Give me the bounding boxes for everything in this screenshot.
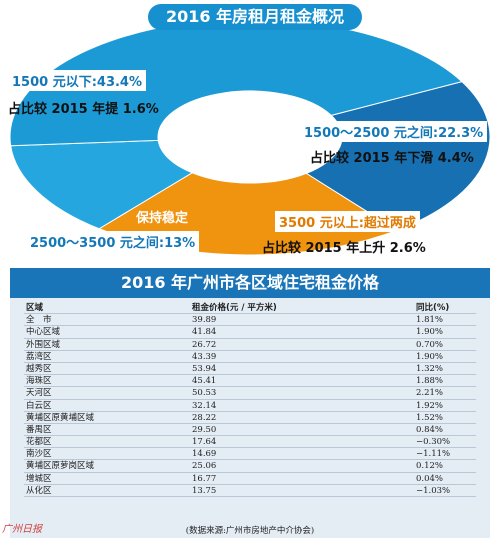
- table-row: 天河区 50.53 2.21%: [10, 387, 490, 400]
- cell-price: 41.84: [192, 327, 217, 338]
- cell-district: 番禺区: [26, 424, 52, 435]
- cell-yoy: 1.52%: [416, 412, 444, 423]
- cell-yoy: 1.88%: [416, 376, 444, 387]
- cell-price: 25.06: [192, 461, 217, 472]
- cell-district: 海珠区: [26, 376, 52, 387]
- table-header-row: 区域 租金价格(元 / 平方米) 同比(%): [10, 302, 490, 315]
- donut-chart: [9, 18, 491, 256]
- cell-price: 32.14: [192, 400, 217, 411]
- cell-price: 14.69: [192, 449, 217, 460]
- cell-district: 从化区: [26, 485, 52, 496]
- table-row: 从化区 13.75 −1.03%: [10, 485, 490, 497]
- cell-yoy: 0.04%: [416, 473, 444, 484]
- newspaper-logo: 广州日报: [2, 524, 42, 535]
- cell-price: 26.72: [192, 339, 217, 350]
- table-row: 南沙区 14.69 −1.11%: [10, 448, 490, 461]
- cell-price: 17.64: [192, 437, 217, 448]
- cell-price: 13.75: [192, 485, 217, 496]
- cell-district: 花都区: [26, 437, 52, 448]
- header-price: 租金价格(元 / 平方米): [192, 303, 277, 313]
- header-yoy: 同比(%): [416, 303, 450, 313]
- donut-slice: [10, 139, 194, 230]
- slice-label-over-3500: 3500 元以上:超过两成: [275, 211, 420, 232]
- table-row: 花都区 17.64 −0.30%: [10, 436, 490, 449]
- slice-note-1500-2500: 占比较 2015 年下滑 4.4%: [310, 151, 474, 166]
- cell-district: 增城区: [26, 473, 52, 484]
- chart-title: 2016 年房租月租金概况: [148, 4, 362, 30]
- cell-yoy: 1.92%: [416, 400, 444, 411]
- slice-note-under-1500: 占比较 2015 年提 1.6%: [8, 102, 159, 117]
- cell-district: 白云区: [26, 400, 52, 411]
- table-row: 海珠区 45.41 1.88%: [10, 375, 490, 388]
- donut-slice: [9, 18, 463, 147]
- cell-yoy: −0.30%: [416, 437, 451, 448]
- cell-yoy: −1.11%: [416, 449, 451, 460]
- table-row: 外围区域 26.72 0.70%: [10, 339, 490, 351]
- cell-district: 越秀区: [26, 363, 52, 374]
- slice-note-2500-3500: 保持稳定: [136, 211, 189, 226]
- slice-note-over-3500: 占比较 2015 年上升 2.6%: [262, 241, 426, 256]
- rent-table: 2016 年广州市各区域住宅租金价格 区域 租金价格(元 / 平方米) 同比(%…: [10, 268, 490, 538]
- cell-yoy: 0.84%: [416, 424, 444, 435]
- cell-yoy: 0.70%: [416, 339, 444, 350]
- cell-price: 16.77: [192, 473, 217, 484]
- cell-price: 43.39: [192, 351, 217, 362]
- header-district: 区域: [26, 303, 44, 313]
- table-body: 区域 租金价格(元 / 平方米) 同比(%) 全 市 39.89 1.81% 中心区域…: [10, 302, 490, 497]
- table-row: 中心区域 41.84 1.90%: [10, 326, 490, 339]
- cell-yoy: 1.32%: [416, 363, 444, 374]
- cell-district: 黄埔区原萝岗区域: [26, 461, 95, 472]
- cell-district: 全 市: [26, 315, 52, 326]
- table-row: 全 市 39.89 1.81%: [10, 314, 490, 327]
- cell-yoy: −1.03%: [416, 485, 451, 496]
- cell-price: 50.53: [192, 388, 217, 399]
- cell-price: 53.94: [192, 363, 217, 374]
- cell-district: 黄埔区原黄埔区域: [26, 412, 95, 423]
- cell-yoy: 1.90%: [416, 327, 444, 338]
- cell-price: 28.22: [192, 412, 217, 423]
- table-row: 越秀区 53.94 1.32%: [10, 363, 490, 376]
- cell-yoy: 2.21%: [416, 388, 444, 399]
- cell-price: 39.89: [192, 315, 217, 326]
- cell-district: 外围区域: [26, 339, 61, 350]
- table-row: 黄埔区原黄埔区域 28.22 1.52%: [10, 412, 490, 424]
- table-row: 黄埔区原萝岗区域 25.06 0.12%: [10, 460, 490, 473]
- table-title: 2016 年广州市各区域住宅租金价格: [10, 268, 490, 298]
- cell-yoy: 1.90%: [416, 351, 444, 362]
- table-row: 增城区 16.77 0.04%: [10, 473, 490, 485]
- cell-district: 南沙区: [26, 449, 52, 460]
- cell-yoy: 1.81%: [416, 315, 444, 326]
- cell-price: 45.41: [192, 376, 217, 387]
- table-row: 番禺区 29.50 0.84%: [10, 424, 490, 437]
- cell-district: 中心区域: [26, 327, 61, 338]
- cell-price: 29.50: [192, 424, 217, 435]
- data-source: (数据来源:广州市房地产中介协会): [185, 526, 315, 536]
- slice-label-under-1500: 1500 元以下:43.4%: [8, 70, 147, 91]
- cell-yoy: 0.12%: [416, 461, 444, 472]
- cell-district: 天河区: [26, 388, 52, 399]
- slice-label-2500-3500: 2500～3500 元之间:13%: [26, 231, 200, 252]
- table-row: 荔湾区 43.39 1.90%: [10, 351, 490, 363]
- table-row: 白云区 32.14 1.92%: [10, 400, 490, 412]
- cell-district: 荔湾区: [26, 351, 52, 362]
- donut-chart-area: 2016 年房租月租金概况 1500 元以下:43.4% 占比较 2015 年提…: [0, 0, 500, 262]
- slice-label-1500-2500: 1500～2500 元之间:22.3%: [300, 121, 488, 142]
